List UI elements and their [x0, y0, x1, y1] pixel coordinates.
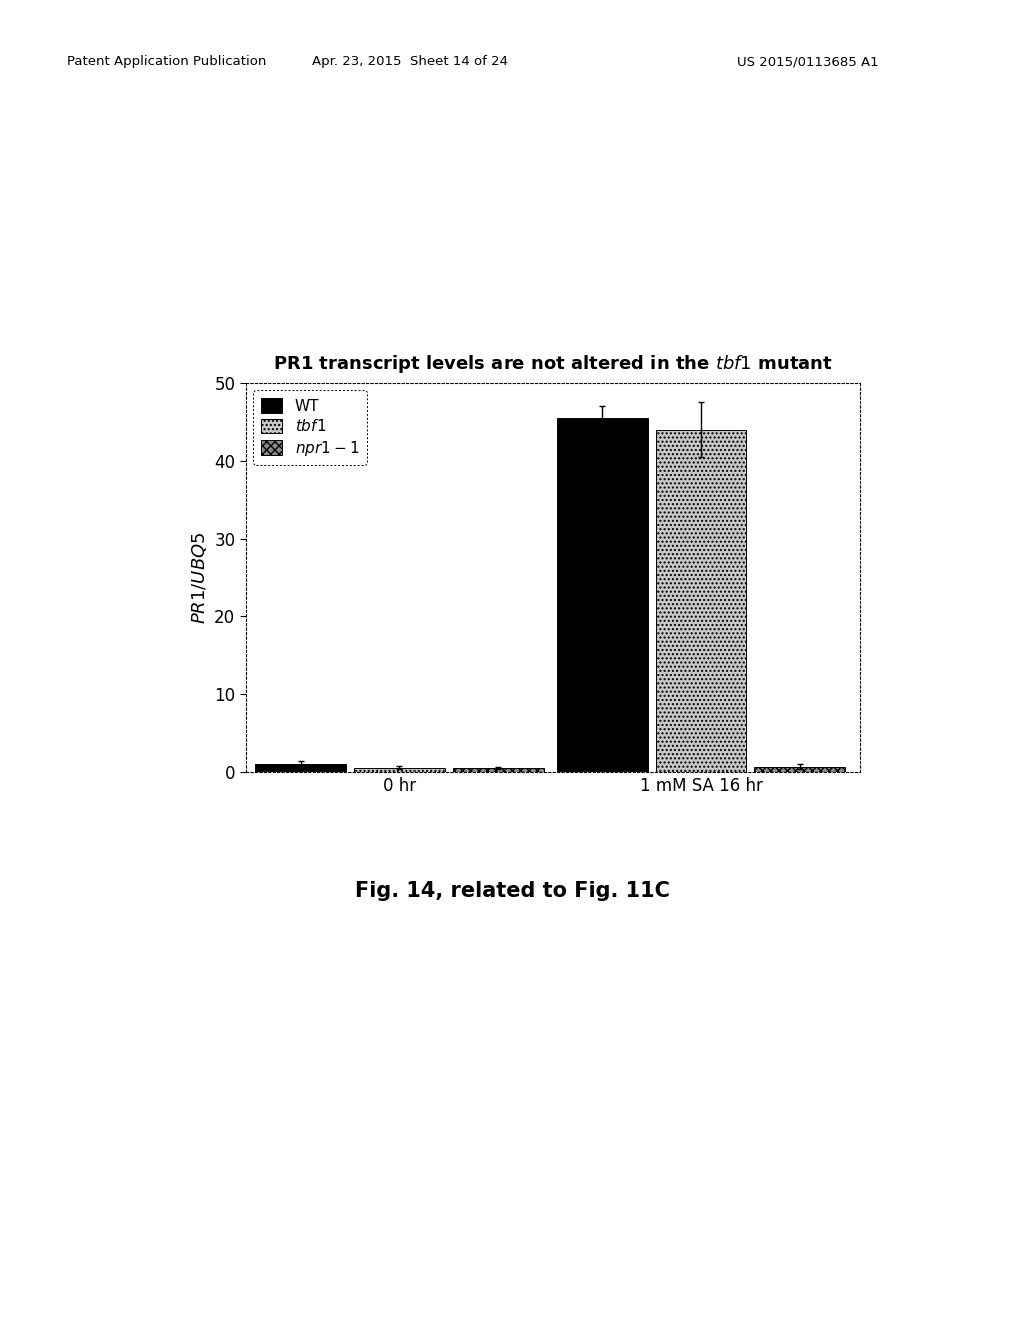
Text: Apr. 23, 2015  Sheet 14 of 24: Apr. 23, 2015 Sheet 14 of 24 — [311, 55, 508, 69]
Bar — [453, 768, 544, 772]
Bar — [354, 767, 444, 772]
Bar — [655, 429, 746, 772]
Bar — [255, 764, 346, 772]
Text: Patent Application Publication: Patent Application Publication — [67, 55, 266, 69]
Text: US 2015/0113685 A1: US 2015/0113685 A1 — [737, 55, 879, 69]
Bar — [557, 418, 648, 772]
Legend: WT, $\it{tbf1}$, $\it{npr1-1}$: WT, $\it{tbf1}$, $\it{npr1-1}$ — [253, 391, 367, 466]
Text: Fig. 14, related to Fig. 11C: Fig. 14, related to Fig. 11C — [354, 880, 670, 902]
Title: PR1 transcript levels are not altered in the $\mathbf{\mathit{tbf1}}$ mutant: PR1 transcript levels are not altered in… — [273, 352, 833, 375]
Y-axis label: $\it{PR1/UBQ5}$: $\it{PR1/UBQ5}$ — [189, 531, 209, 624]
Bar — [755, 767, 845, 772]
